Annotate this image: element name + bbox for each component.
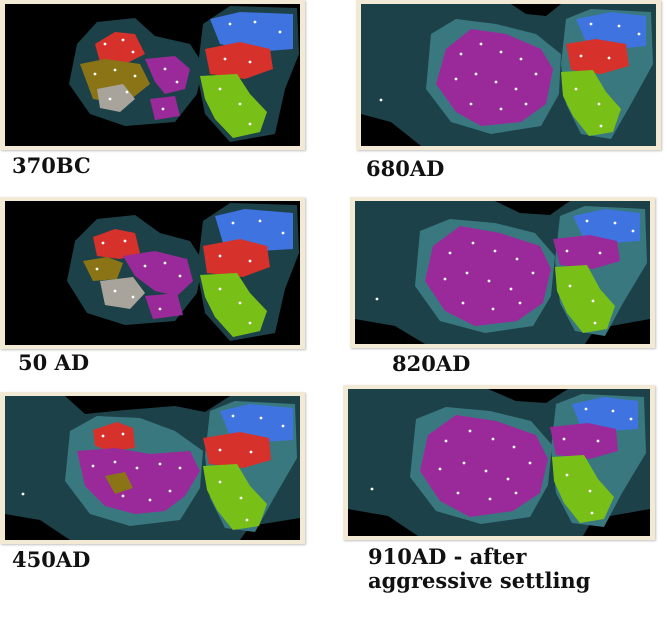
map-panel-910ad[interactable] — [343, 385, 655, 540]
world-map-370bc — [5, 4, 300, 146]
caption-820ad: 820AD — [392, 351, 471, 376]
caption-50ad: 50 AD — [18, 350, 90, 375]
caption-370bc: 370BC — [12, 153, 91, 178]
caption-680ad: 680AD — [366, 156, 445, 181]
world-map-680ad — [361, 4, 656, 146]
caption-450ad: 450AD — [12, 547, 91, 572]
world-map-450ad — [5, 396, 300, 540]
caption-910ad-line1: 910AD - after — [368, 544, 527, 569]
map-panel-820ad[interactable] — [350, 197, 655, 348]
map-panel-50ad[interactable] — [0, 197, 305, 349]
world-map-910ad — [348, 389, 650, 536]
world-map-50ad — [5, 201, 300, 345]
map-panel-450ad[interactable] — [0, 392, 305, 544]
world-map-820ad — [355, 201, 650, 344]
map-panel-680ad[interactable] — [356, 0, 661, 150]
map-panel-370bc[interactable] — [0, 0, 305, 150]
caption-910ad-line2: aggressive settling — [368, 568, 591, 593]
caption-910ad: 910AD - after aggressive settling — [368, 545, 590, 593]
